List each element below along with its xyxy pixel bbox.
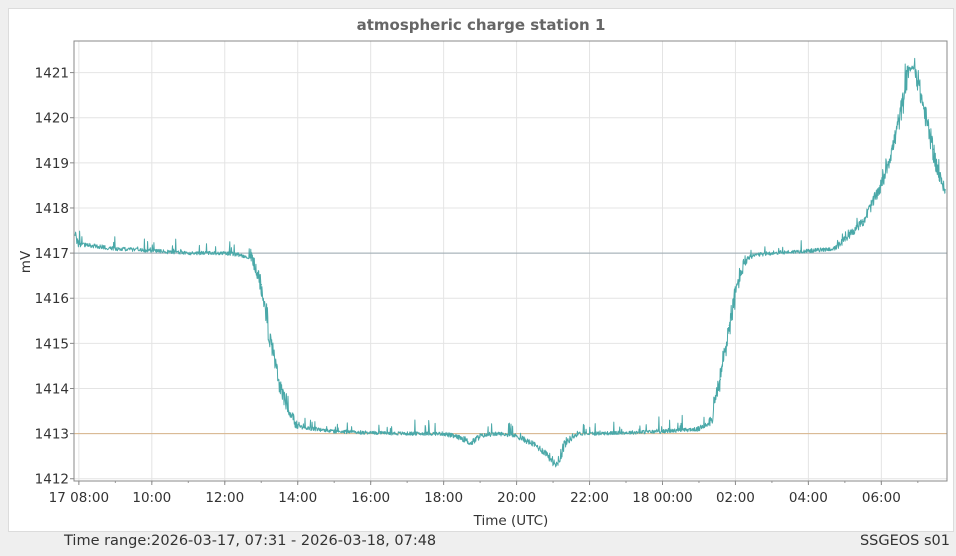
data-point — [588, 432, 591, 435]
plot-area — [74, 41, 947, 481]
data-point — [728, 324, 731, 327]
data-point — [932, 148, 934, 151]
data-point — [470, 442, 472, 445]
data-point — [862, 220, 864, 223]
x-tick-label: 20:00 — [497, 490, 536, 506]
data-point — [96, 245, 98, 248]
data-point — [78, 243, 80, 245]
x-axis-label: Time (UTC) — [473, 513, 549, 529]
data-point — [737, 279, 740, 282]
data-point — [576, 432, 579, 435]
data-point — [251, 256, 253, 259]
data-point — [406, 432, 409, 435]
data-point — [901, 103, 904, 105]
data-point — [260, 283, 262, 286]
y-tick-label: 1418 — [35, 201, 69, 217]
data-point — [625, 431, 627, 434]
data-point — [907, 67, 910, 69]
y-tick-label: 1416 — [35, 291, 69, 307]
data-point — [771, 252, 773, 254]
y-tick-label: 1419 — [35, 156, 69, 172]
data-point — [187, 252, 190, 254]
data-point — [880, 184, 883, 187]
data-point — [719, 378, 721, 381]
y-tick-label: 1414 — [35, 381, 69, 397]
data-point — [661, 430, 664, 433]
data-point — [892, 144, 895, 146]
data-point — [296, 426, 299, 428]
x-tick-label: 17 08:00 — [49, 490, 109, 506]
chart-svg: atmospheric charge station 1 1412 1413 141… — [18, 16, 948, 529]
y-tick-label: 1413 — [35, 427, 69, 443]
y-tick-label: 1412 — [35, 472, 69, 488]
data-point — [461, 437, 463, 439]
data-point — [743, 261, 746, 263]
data-point — [497, 432, 500, 435]
time-range-readout: Time range:2026-03-17, 07:31 - 2026-03-1… — [64, 533, 436, 549]
data-point — [914, 67, 916, 69]
data-point — [442, 432, 445, 435]
series-line — [74, 57, 946, 468]
chart-panel: atmospheric charge station 1 1412 1413 141… — [8, 8, 954, 532]
data-point — [287, 410, 290, 412]
x-tick-label: 18 00:00 — [632, 490, 692, 506]
x-tick-label: 18:00 — [424, 490, 463, 506]
data-point — [151, 250, 153, 252]
data-point — [515, 435, 518, 437]
plot-frame — [73, 40, 948, 482]
data-point — [752, 254, 755, 257]
time-range-value: 2026-03-17, 07:31 - 2026-03-18, 07:48 — [151, 533, 437, 549]
y-tick-label: 1420 — [35, 111, 69, 127]
data-point — [555, 464, 557, 467]
data-point — [710, 419, 712, 421]
data-point — [224, 252, 226, 254]
y-axis-label: mV — [18, 250, 34, 273]
data-point — [369, 431, 372, 434]
station-id: SSGEOS s01 — [859, 533, 950, 549]
data-point — [269, 338, 272, 340]
data-point — [74, 234, 76, 236]
data-point — [114, 247, 117, 250]
data-point — [698, 428, 700, 430]
data-point — [923, 107, 925, 110]
x-tick-label: 02:00 — [716, 490, 755, 506]
data-point — [242, 254, 244, 257]
x-tick-label: 10:00 — [132, 490, 171, 506]
data-point — [333, 430, 336, 433]
x-tick-label: 14:00 — [278, 490, 317, 506]
x-tick-label: 22:00 — [570, 490, 609, 506]
time-range-label: Time range: — [64, 533, 152, 549]
data-point — [564, 441, 566, 444]
data-point — [278, 383, 281, 385]
data-point — [834, 247, 837, 250]
data-point — [844, 238, 846, 241]
chart-title: atmospheric charge station 1 — [357, 16, 606, 34]
x-tick-label: 12:00 — [205, 490, 244, 506]
data-point — [944, 189, 946, 191]
y-tick-label: 1415 — [35, 336, 69, 352]
y-tick-label: 1421 — [35, 66, 69, 82]
x-tick-label: 06:00 — [862, 490, 901, 506]
data-point — [938, 175, 940, 178]
x-tick-label: 16:00 — [351, 490, 390, 506]
data-point — [546, 453, 548, 455]
data-point — [479, 435, 481, 437]
x-tick-label: 04:00 — [789, 490, 828, 506]
y-tick-label: 1417 — [35, 246, 69, 262]
data-point — [534, 444, 536, 446]
data-point — [807, 250, 810, 252]
